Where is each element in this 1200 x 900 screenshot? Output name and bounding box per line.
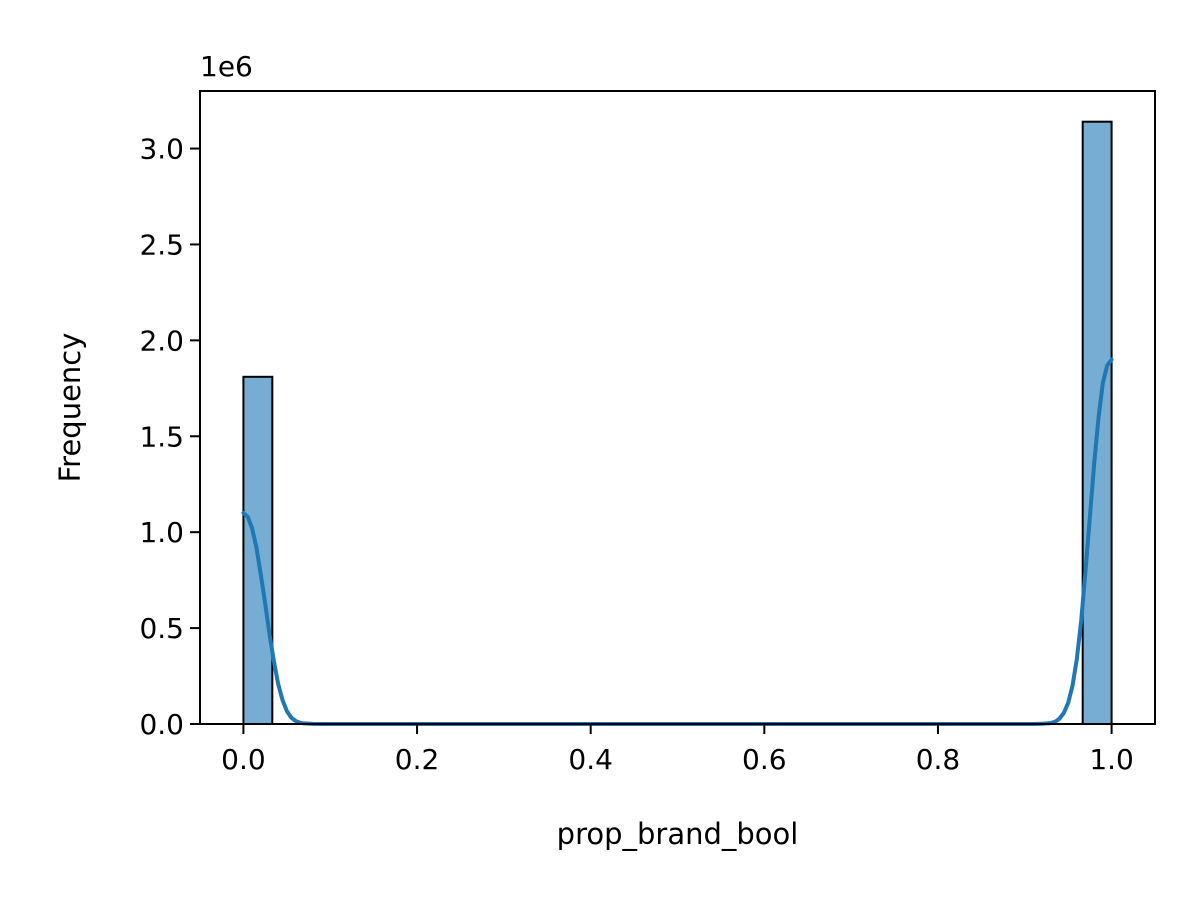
plot-area-frame xyxy=(199,90,1156,725)
y-axis-ticks: 0.0 0.5 1.0 1.5 2.0 2.5 3.0 xyxy=(139,133,200,741)
x-axis-ticks: 0.0 0.2 0.4 0.6 0.8 1.0 xyxy=(221,724,1134,776)
y-tick-label: 2.5 xyxy=(139,228,184,261)
x-axis-label: prop_brand_bool xyxy=(557,817,799,851)
y-axis-label: Frequency xyxy=(53,333,87,483)
y-axis-offset-label: 1e6 xyxy=(200,50,253,83)
y-tick-label: 1.5 xyxy=(139,420,184,453)
y-tick-label: 0.0 xyxy=(139,708,184,741)
x-tick-label: 0.0 xyxy=(221,743,266,776)
x-tick-label: 0.6 xyxy=(742,743,787,776)
y-tick-label: 2.0 xyxy=(139,324,184,357)
x-tick-label: 0.8 xyxy=(916,743,961,776)
y-tick-label: 0.5 xyxy=(139,612,184,645)
y-tick-label: 1.0 xyxy=(139,516,184,549)
x-tick-label: 1.0 xyxy=(1089,743,1134,776)
x-tick-label: 0.2 xyxy=(395,743,440,776)
x-tick-label: 0.4 xyxy=(568,743,613,776)
y-tick-label: 3.0 xyxy=(139,133,184,166)
